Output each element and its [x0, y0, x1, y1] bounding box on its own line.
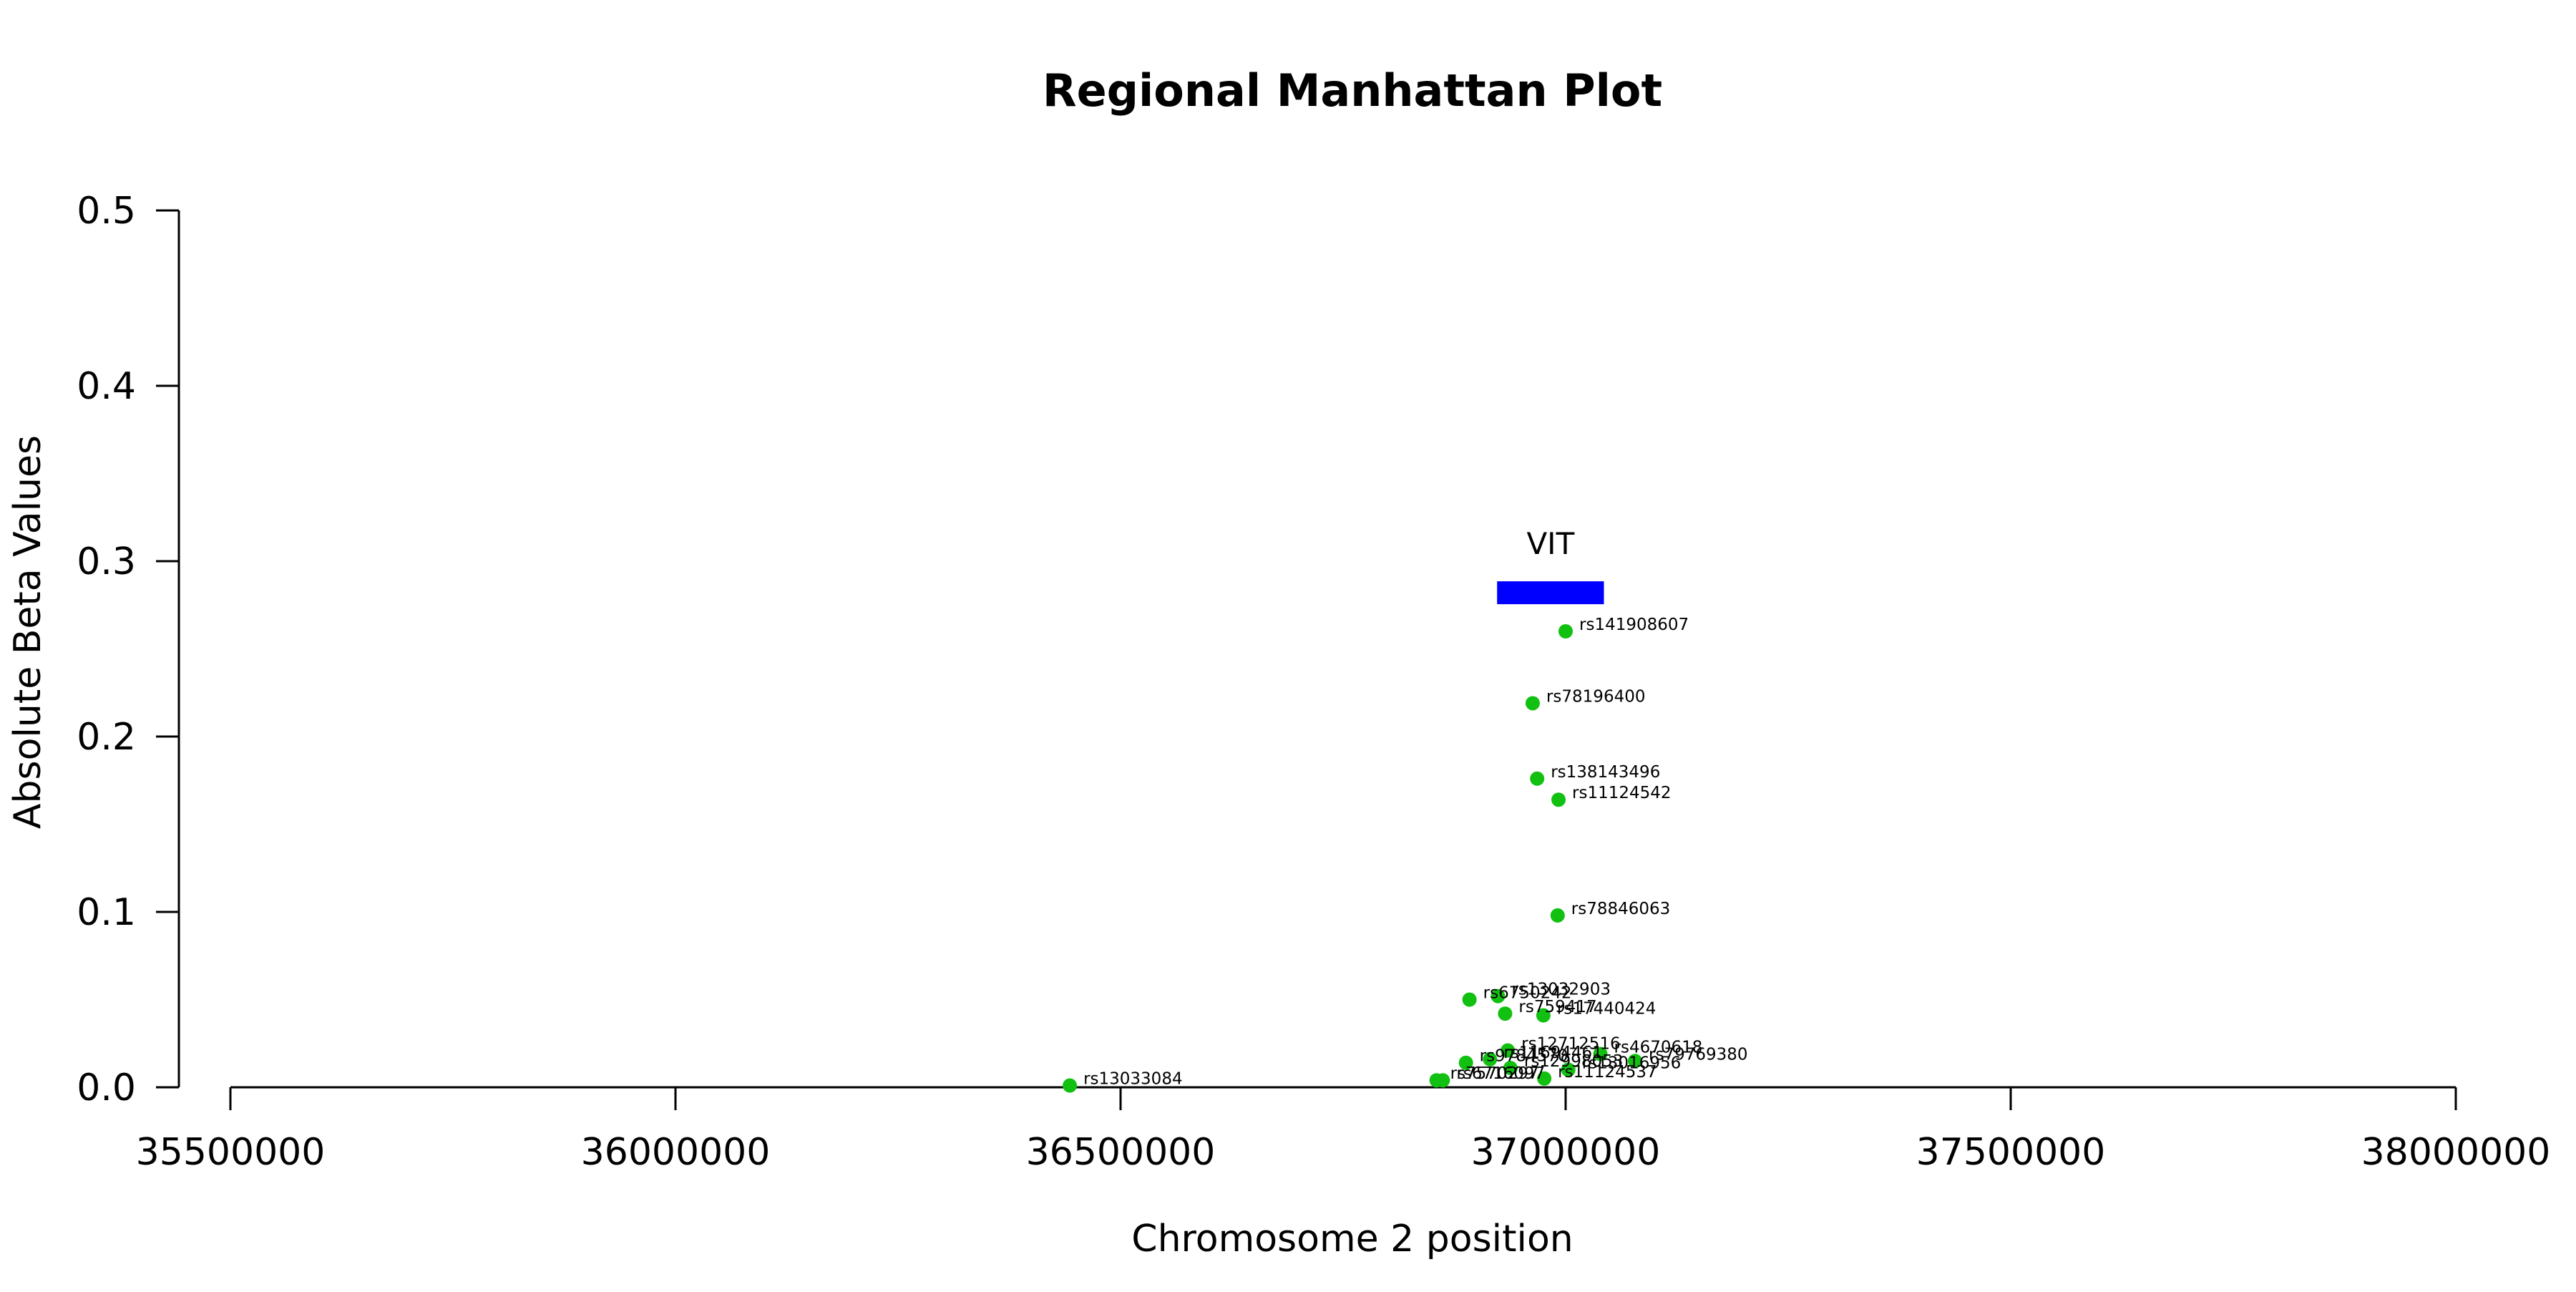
snp-point [1491, 989, 1506, 1004]
snp-point [1536, 1008, 1551, 1023]
snp-label: rs4670618 [1614, 1038, 1703, 1057]
snp-label: rs138143496 [1551, 763, 1660, 782]
x-axis-ticks: 35500000 36000000 36500000 37000000 37500000… [136, 1087, 2551, 1174]
snp-label: rs6750242 [1483, 984, 1572, 1003]
snp-label: rs13033084 [1083, 1070, 1183, 1089]
gene-bar [1497, 581, 1604, 605]
snp-label: rs78846063 [1571, 900, 1671, 918]
snp-point [1435, 1073, 1450, 1088]
snp-label: rs11124537 [1558, 1063, 1657, 1082]
x-tick-label: 37500000 [1916, 1131, 2106, 1174]
x-tick-label: 36500000 [1026, 1131, 1216, 1174]
snp-label: rs6716097 [1456, 1064, 1545, 1083]
snp-point [1593, 1046, 1608, 1062]
snp-label: rs11694461 [1503, 1044, 1603, 1062]
snp-point [1525, 696, 1540, 711]
snp-point [1537, 1071, 1552, 1086]
snp-label: rs17440424 [1557, 1000, 1657, 1019]
y-axis-ticks: 0.0 0.1 0.2 0.3 0.4 0.5 [77, 190, 179, 1109]
snp-label: rs11124542 [1572, 784, 1672, 802]
snp-point [1628, 1054, 1643, 1069]
x-tick-label: 35500000 [136, 1131, 326, 1174]
y-tick-label: 0.5 [77, 190, 136, 233]
y-tick-label: 0.2 [77, 716, 136, 759]
chart-title: Regional Manhattan Plot [1043, 64, 1662, 117]
snp-label: rs12998053 [1524, 1052, 1624, 1071]
gene-track: VIT [1497, 526, 1604, 605]
snp-point [1498, 1006, 1513, 1021]
snp-point [1462, 992, 1477, 1007]
x-axis-label: Chromosome 2 position [1131, 1218, 1573, 1261]
snp-label: rs9784570 [1480, 1047, 1568, 1066]
x-tick-label: 36000000 [581, 1131, 771, 1174]
gene-label: VIT [1526, 526, 1574, 561]
snp-point [1503, 1061, 1518, 1076]
snp-point [1550, 908, 1565, 923]
snp-label: rs759417 [1518, 998, 1596, 1016]
y-tick-label: 0.3 [77, 540, 136, 583]
x-tick-label: 37000000 [1471, 1131, 1661, 1174]
snp-label: rs7570297 [1450, 1064, 1539, 1083]
snp-label: rs13032903 [1511, 981, 1611, 999]
y-axis-label: Absolute Beta Values [6, 435, 49, 829]
snp-point [1483, 1051, 1498, 1067]
snp-point [1063, 1078, 1078, 1093]
snp-label: rs12712516 [1521, 1035, 1621, 1054]
y-tick-label: 0.4 [77, 365, 136, 408]
snp-point [1530, 771, 1545, 786]
data-points [1063, 624, 1643, 1093]
snp-label: rs78196400 [1546, 687, 1646, 706]
snp-point [1458, 1055, 1473, 1070]
snp-label: rs79769380 [1649, 1045, 1748, 1064]
point-labels: rs141908607 rs78196400 rs138143496 rs111245… [1083, 616, 1747, 1089]
snp-label: rs141908607 [1579, 616, 1689, 634]
y-tick-label: 0.1 [77, 891, 136, 934]
snp-point [1551, 792, 1566, 807]
snp-point [1561, 1062, 1576, 1077]
snp-label: rs13016956 [1582, 1054, 1682, 1073]
snp-point [1558, 624, 1573, 638]
x-tick-label: 38000000 [2361, 1131, 2551, 1174]
snp-point [1501, 1043, 1516, 1058]
y-tick-label: 0.0 [77, 1067, 136, 1109]
